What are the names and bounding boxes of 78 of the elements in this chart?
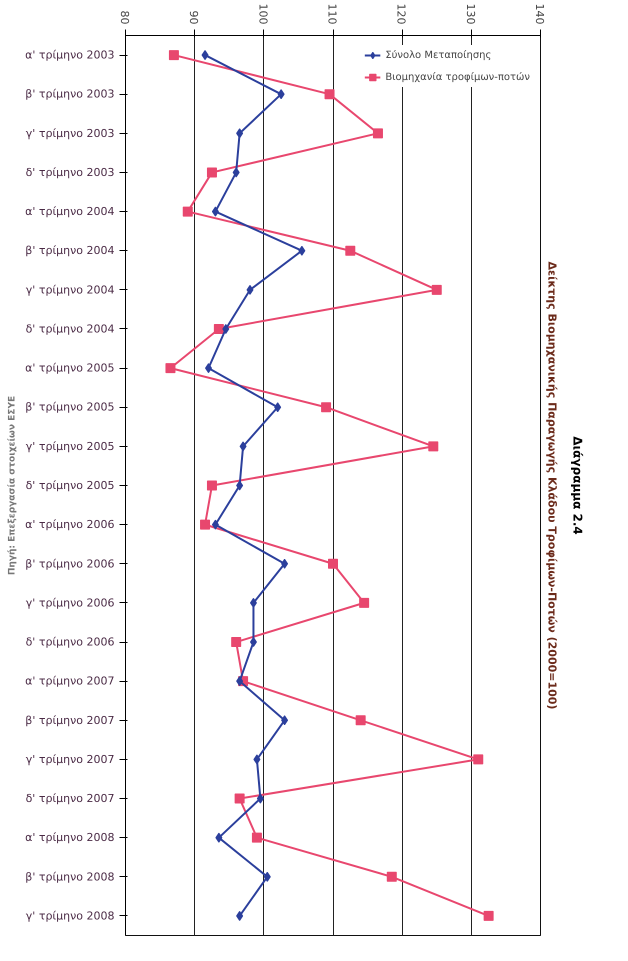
y-tick-label: β' τρίμηνο 2006 — [25, 557, 114, 570]
y-tick-label: γ' τρίμηνο 2003 — [26, 126, 115, 140]
y-tick-label: β' τρίμηνο 2008 — [25, 870, 114, 884]
point — [264, 872, 271, 882]
point — [206, 167, 217, 178]
x-tick-label: 130 — [464, 4, 477, 25]
point — [236, 676, 244, 686]
x-tick-label: 110 — [326, 4, 338, 25]
point — [345, 246, 356, 256]
point — [200, 520, 210, 530]
point — [236, 480, 244, 490]
point — [206, 480, 217, 490]
point — [182, 206, 193, 217]
text: Διάγραμμα 2.4 — [570, 436, 584, 535]
legend-label: Βιομηχανία τροφίμων-ποτών — [385, 72, 530, 82]
point — [202, 50, 209, 60]
y-tick-label: γ' τρίμηνο 2004 — [26, 283, 115, 296]
point — [281, 715, 288, 726]
point — [214, 324, 224, 334]
point — [359, 598, 370, 608]
y-tick-label: α' τρίμηνο 2007 — [25, 674, 115, 688]
y-tick-label: δ' τρίμηνο 2003 — [26, 166, 115, 179]
legend-label: Σύνολο Μεταποίησης — [385, 50, 492, 60]
point — [473, 754, 484, 764]
y-tick-label: α' τρίμηνο 2004 — [25, 205, 115, 218]
point — [281, 558, 288, 569]
x-tick-label: 120 — [394, 4, 408, 25]
point — [324, 89, 335, 100]
point — [356, 715, 366, 726]
y-tick-label: α' τρίμηνο 2006 — [25, 518, 115, 532]
x-tick-label: 80 — [118, 10, 131, 25]
point — [215, 832, 222, 843]
point — [428, 441, 438, 452]
point — [274, 402, 282, 412]
point — [252, 832, 262, 843]
y-tick-label: α' τρίμηνο 2005 — [25, 362, 115, 375]
point — [250, 598, 257, 608]
point — [278, 89, 285, 100]
point — [372, 128, 383, 138]
point — [386, 872, 397, 882]
point — [236, 128, 244, 138]
point — [222, 324, 230, 334]
point — [298, 246, 306, 256]
point — [234, 794, 245, 804]
text: Δείκτης Βιομηχανικής Παραγωγής Κλάδου Τροφίμων-Ποτών (2000=100) — [546, 262, 558, 710]
point — [212, 520, 219, 530]
point — [328, 558, 338, 569]
y-tick-label: δ' τρίμηνο 2006 — [26, 636, 115, 649]
y-tick-label: δ' τρίμηνο 2005 — [26, 479, 115, 492]
y-tick-label: γ' τρίμηνο 2005 — [26, 440, 115, 453]
y-tick-label: α' τρίμηνο 2008 — [25, 831, 115, 844]
point — [212, 206, 219, 217]
x-tick-label: 90 — [187, 10, 200, 25]
point — [232, 167, 240, 178]
y-tick-label: δ' τρίμηνο 2007 — [26, 792, 115, 806]
y-tick-label: γ' τρίμηνο 2008 — [26, 909, 115, 922]
y-tick-label: β' τρίμηνο 2004 — [25, 244, 114, 258]
x-tick-label: 100 — [256, 4, 270, 25]
point — [165, 363, 176, 374]
point — [236, 910, 244, 921]
y-tick-label: α' τρίμηνο 2003 — [25, 48, 115, 62]
text: Πηγή: Επεξεργασία στοιχείων ΕΣΥΕ — [6, 396, 18, 576]
y-tick-label: β' τρίμηνο 2007 — [25, 714, 114, 727]
point — [432, 284, 442, 295]
point — [321, 402, 332, 412]
y-tick-label: γ' τρίμηνο 2007 — [26, 752, 115, 766]
point — [250, 637, 257, 648]
y-tick-label: γ' τρίμηνο 2006 — [26, 596, 115, 610]
x-tick-label: 140 — [533, 4, 546, 25]
y-tick-label: δ' τρίμηνο 2004 — [26, 322, 115, 336]
y-tick-label: β' τρίμηνο 2003 — [25, 88, 114, 101]
point — [231, 637, 242, 648]
point — [484, 910, 494, 921]
point — [168, 50, 179, 60]
point — [240, 441, 247, 452]
y-tick-label: β' τρίμηνο 2005 — [25, 400, 114, 414]
point — [256, 794, 264, 804]
point — [253, 754, 260, 764]
